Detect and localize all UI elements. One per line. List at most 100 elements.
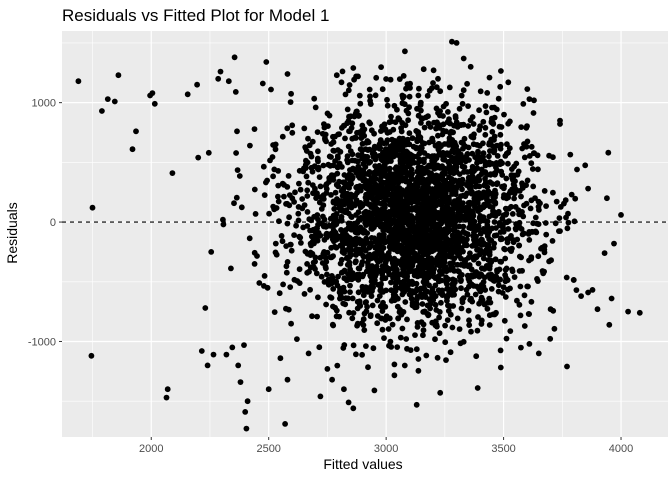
- data-point: [493, 160, 500, 166]
- data-point: [359, 351, 365, 358]
- data-point: [265, 386, 272, 393]
- data-point: [514, 236, 521, 243]
- data-point: [381, 213, 388, 220]
- data-point: [470, 233, 477, 240]
- data-point: [528, 143, 535, 150]
- data-point: [374, 313, 381, 319]
- data-point: [388, 256, 394, 262]
- data-point: [499, 290, 506, 296]
- data-point: [585, 289, 591, 296]
- data-point: [325, 123, 331, 129]
- data-point: [448, 238, 454, 244]
- data-point: [474, 327, 481, 334]
- data-point: [472, 183, 479, 190]
- data-point: [466, 224, 472, 231]
- data-point: [467, 63, 474, 70]
- data-point: [458, 213, 465, 219]
- data-point: [405, 258, 412, 264]
- data-point: [442, 322, 448, 329]
- data-point: [530, 183, 537, 190]
- data-point: [335, 273, 341, 280]
- data-point: [568, 191, 575, 198]
- data-point: [454, 124, 461, 130]
- data-point: [564, 363, 570, 370]
- data-point: [375, 247, 381, 254]
- data-point: [487, 148, 493, 154]
- data-point: [371, 201, 378, 208]
- data-point: [427, 124, 434, 130]
- data-point: [502, 266, 509, 273]
- data-point: [333, 72, 340, 79]
- data-point: [525, 231, 532, 237]
- data-point: [449, 264, 456, 271]
- data-point: [400, 216, 407, 223]
- data-point: [465, 254, 472, 261]
- data-point: [467, 297, 474, 303]
- data-point: [492, 170, 499, 177]
- data-point: [398, 128, 405, 135]
- data-point: [504, 236, 511, 243]
- data-point: [446, 84, 453, 91]
- data-point: [521, 154, 528, 161]
- data-point: [304, 187, 311, 194]
- x-tick-label: 4000: [609, 443, 633, 455]
- data-point: [422, 182, 429, 189]
- data-point: [287, 284, 294, 290]
- data-point: [184, 91, 191, 98]
- data-point: [388, 179, 395, 186]
- data-point: [309, 182, 316, 189]
- data-point: [329, 236, 336, 243]
- data-point: [384, 102, 391, 109]
- data-point: [324, 271, 330, 278]
- data-point: [399, 286, 406, 293]
- data-point: [462, 158, 469, 165]
- data-point: [528, 160, 535, 167]
- data-point: [385, 326, 392, 332]
- data-point: [202, 305, 209, 311]
- data-point: [452, 143, 458, 150]
- data-point: [424, 92, 431, 99]
- data-point: [276, 218, 282, 225]
- data-point: [366, 244, 373, 251]
- data-point: [442, 339, 449, 346]
- data-point: [288, 90, 294, 97]
- data-point: [604, 195, 610, 202]
- data-point: [452, 177, 459, 184]
- data-point: [404, 345, 410, 352]
- data-point: [491, 240, 498, 247]
- data-point: [420, 327, 427, 334]
- data-point: [508, 233, 514, 239]
- data-point: [442, 166, 448, 172]
- data-point: [536, 207, 542, 213]
- data-point: [279, 133, 286, 140]
- data-point: [329, 376, 335, 383]
- data-point: [344, 153, 351, 160]
- data-point: [487, 261, 493, 268]
- data-point: [377, 223, 384, 230]
- data-point: [433, 105, 440, 112]
- data-point: [541, 188, 548, 194]
- data-point: [388, 279, 394, 286]
- data-point: [251, 261, 258, 267]
- data-point: [573, 287, 580, 293]
- data-point: [293, 222, 299, 229]
- data-point: [394, 141, 401, 148]
- data-point: [513, 160, 520, 167]
- data-point: [169, 170, 176, 177]
- data-point: [578, 293, 584, 299]
- data-point: [448, 128, 455, 135]
- data-point: [275, 168, 282, 174]
- data-point: [355, 276, 362, 283]
- data-point: [345, 87, 352, 94]
- data-point: [523, 124, 530, 131]
- data-point: [402, 210, 409, 217]
- data-point: [252, 211, 259, 217]
- data-point: [434, 354, 441, 361]
- data-point: [435, 132, 441, 139]
- data-point: [403, 148, 410, 155]
- data-point: [488, 119, 495, 126]
- data-point: [354, 219, 361, 226]
- data-point: [402, 48, 408, 55]
- data-point: [345, 295, 351, 302]
- data-point: [466, 278, 473, 285]
